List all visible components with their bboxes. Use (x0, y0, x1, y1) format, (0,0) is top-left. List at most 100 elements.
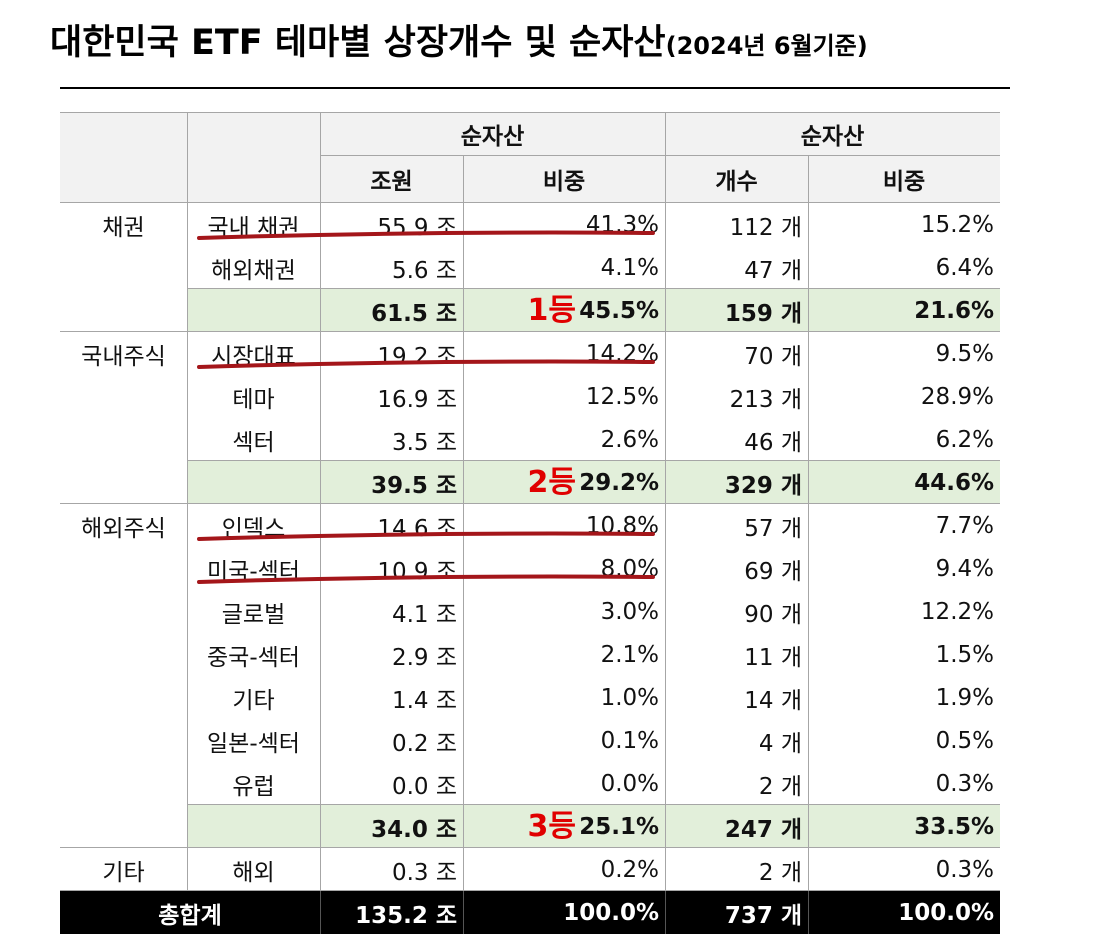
border-line (60, 890, 1000, 891)
subtotal-cell: 33.5% (914, 813, 994, 840)
subtotal-cell: 34.0 조 (371, 816, 457, 843)
cell: 28.9% (920, 383, 994, 410)
subtotal-cell: 25.1% (579, 813, 659, 840)
section-label: 채권 (102, 214, 145, 241)
title-rule (60, 87, 1010, 89)
cell: 19.2 조 (377, 343, 457, 370)
cell: 16.9 조 (377, 386, 457, 413)
column-header: 개수 (715, 169, 758, 195)
border-line (463, 332, 464, 504)
border-line (665, 891, 666, 934)
group-header: 순자산 (460, 124, 525, 150)
cell: 12.5% (585, 383, 659, 410)
cell: 14 개 (744, 687, 802, 714)
border-line (60, 847, 1000, 848)
cell: 0.3% (935, 856, 994, 883)
row-label: 기타 (232, 687, 275, 714)
row-label: 테마 (232, 386, 275, 413)
row-label: 중국-섹터 (207, 644, 300, 671)
row-label: 유럽 (232, 773, 275, 800)
border-line (60, 503, 1000, 504)
title: 대한민국 ETF 테마별 상장개수 및 순자산 (50, 23, 666, 63)
cell: 7.7% (935, 512, 994, 539)
subtotal-cell: 29.2% (579, 469, 659, 496)
subtotal-cell: 21.6% (914, 297, 994, 324)
rank-label: 3등 (527, 808, 576, 844)
column-header: 조원 (370, 169, 413, 195)
cell: 10.8% (585, 512, 659, 539)
border-line (463, 155, 464, 203)
row-label: 글로벌 (221, 601, 286, 628)
subtotal-bg (187, 289, 1000, 332)
border-line (808, 332, 809, 504)
border-line (187, 504, 188, 848)
cell: 4 개 (758, 730, 802, 757)
border-line (665, 848, 666, 891)
border-line (187, 804, 1000, 805)
subtotal-cell: 61.5 조 (371, 300, 457, 327)
cell: 2 개 (758, 859, 802, 886)
cell: 0.2% (600, 856, 659, 883)
cell: 6.2% (935, 426, 994, 453)
border-line (463, 203, 464, 332)
subtotal-cell: 44.6% (914, 469, 994, 496)
border-line (808, 891, 809, 934)
border-line (60, 112, 1000, 113)
cell: 1.5% (935, 641, 994, 668)
cell: 15.2% (920, 211, 994, 238)
rank-label: 1등 (527, 292, 576, 328)
border-line (808, 504, 809, 848)
total-cell: 100.0% (898, 899, 994, 926)
total-cell: 100.0% (563, 899, 659, 926)
subtotal-bg (187, 461, 1000, 504)
section-label: 기타 (102, 859, 145, 886)
row-label: 미국-섹터 (207, 558, 300, 585)
cell: 55.9 조 (377, 214, 457, 241)
cell: 41.3% (585, 211, 659, 238)
cell: 213 개 (729, 386, 802, 413)
row-label: 섹터 (232, 429, 275, 456)
border-line (187, 848, 188, 891)
cell: 0.3 조 (391, 859, 457, 886)
cell: 8.0% (600, 555, 659, 582)
cell: 0.5% (935, 727, 994, 754)
border-line (665, 504, 666, 848)
row-label: 해외 (232, 859, 275, 886)
total-label: 총합계 (158, 902, 222, 929)
cell: 2.9 조 (391, 644, 457, 671)
total-bg (60, 891, 1000, 934)
group-header: 순자산 (800, 124, 865, 150)
cell: 0.3% (935, 770, 994, 797)
border-line (320, 504, 321, 848)
border-line (60, 202, 1000, 203)
cell: 6.4% (935, 254, 994, 281)
border-line (320, 113, 321, 203)
cell: 4.1 조 (391, 601, 457, 628)
row-label: 일본-섹터 (207, 730, 300, 757)
column-header: 비중 (542, 169, 586, 195)
rank-label: 2등 (527, 464, 576, 500)
cell: 5.6 조 (391, 257, 457, 284)
cell: 1.4 조 (391, 687, 457, 714)
border-line (665, 113, 666, 203)
row-label: 인덱스 (221, 515, 286, 542)
subtotal-cell: 247 개 (724, 816, 802, 843)
border-line (187, 288, 1000, 289)
border-line (187, 332, 188, 504)
cell: 2 개 (758, 773, 802, 800)
border-line (463, 848, 464, 891)
border-line (187, 113, 188, 203)
cell: 9.5% (935, 340, 994, 367)
cell: 14.6 조 (377, 515, 457, 542)
border-line (463, 891, 464, 934)
cell: 1.9% (935, 684, 994, 711)
border-line (60, 331, 1000, 332)
cell: 112 개 (729, 214, 802, 241)
section-label: 해외주식 (81, 515, 166, 542)
border-line (320, 848, 321, 891)
row-label: 시장대표 (211, 343, 296, 370)
cell: 47 개 (744, 257, 802, 284)
cell: 12.2% (920, 598, 994, 625)
border-line (463, 504, 464, 848)
